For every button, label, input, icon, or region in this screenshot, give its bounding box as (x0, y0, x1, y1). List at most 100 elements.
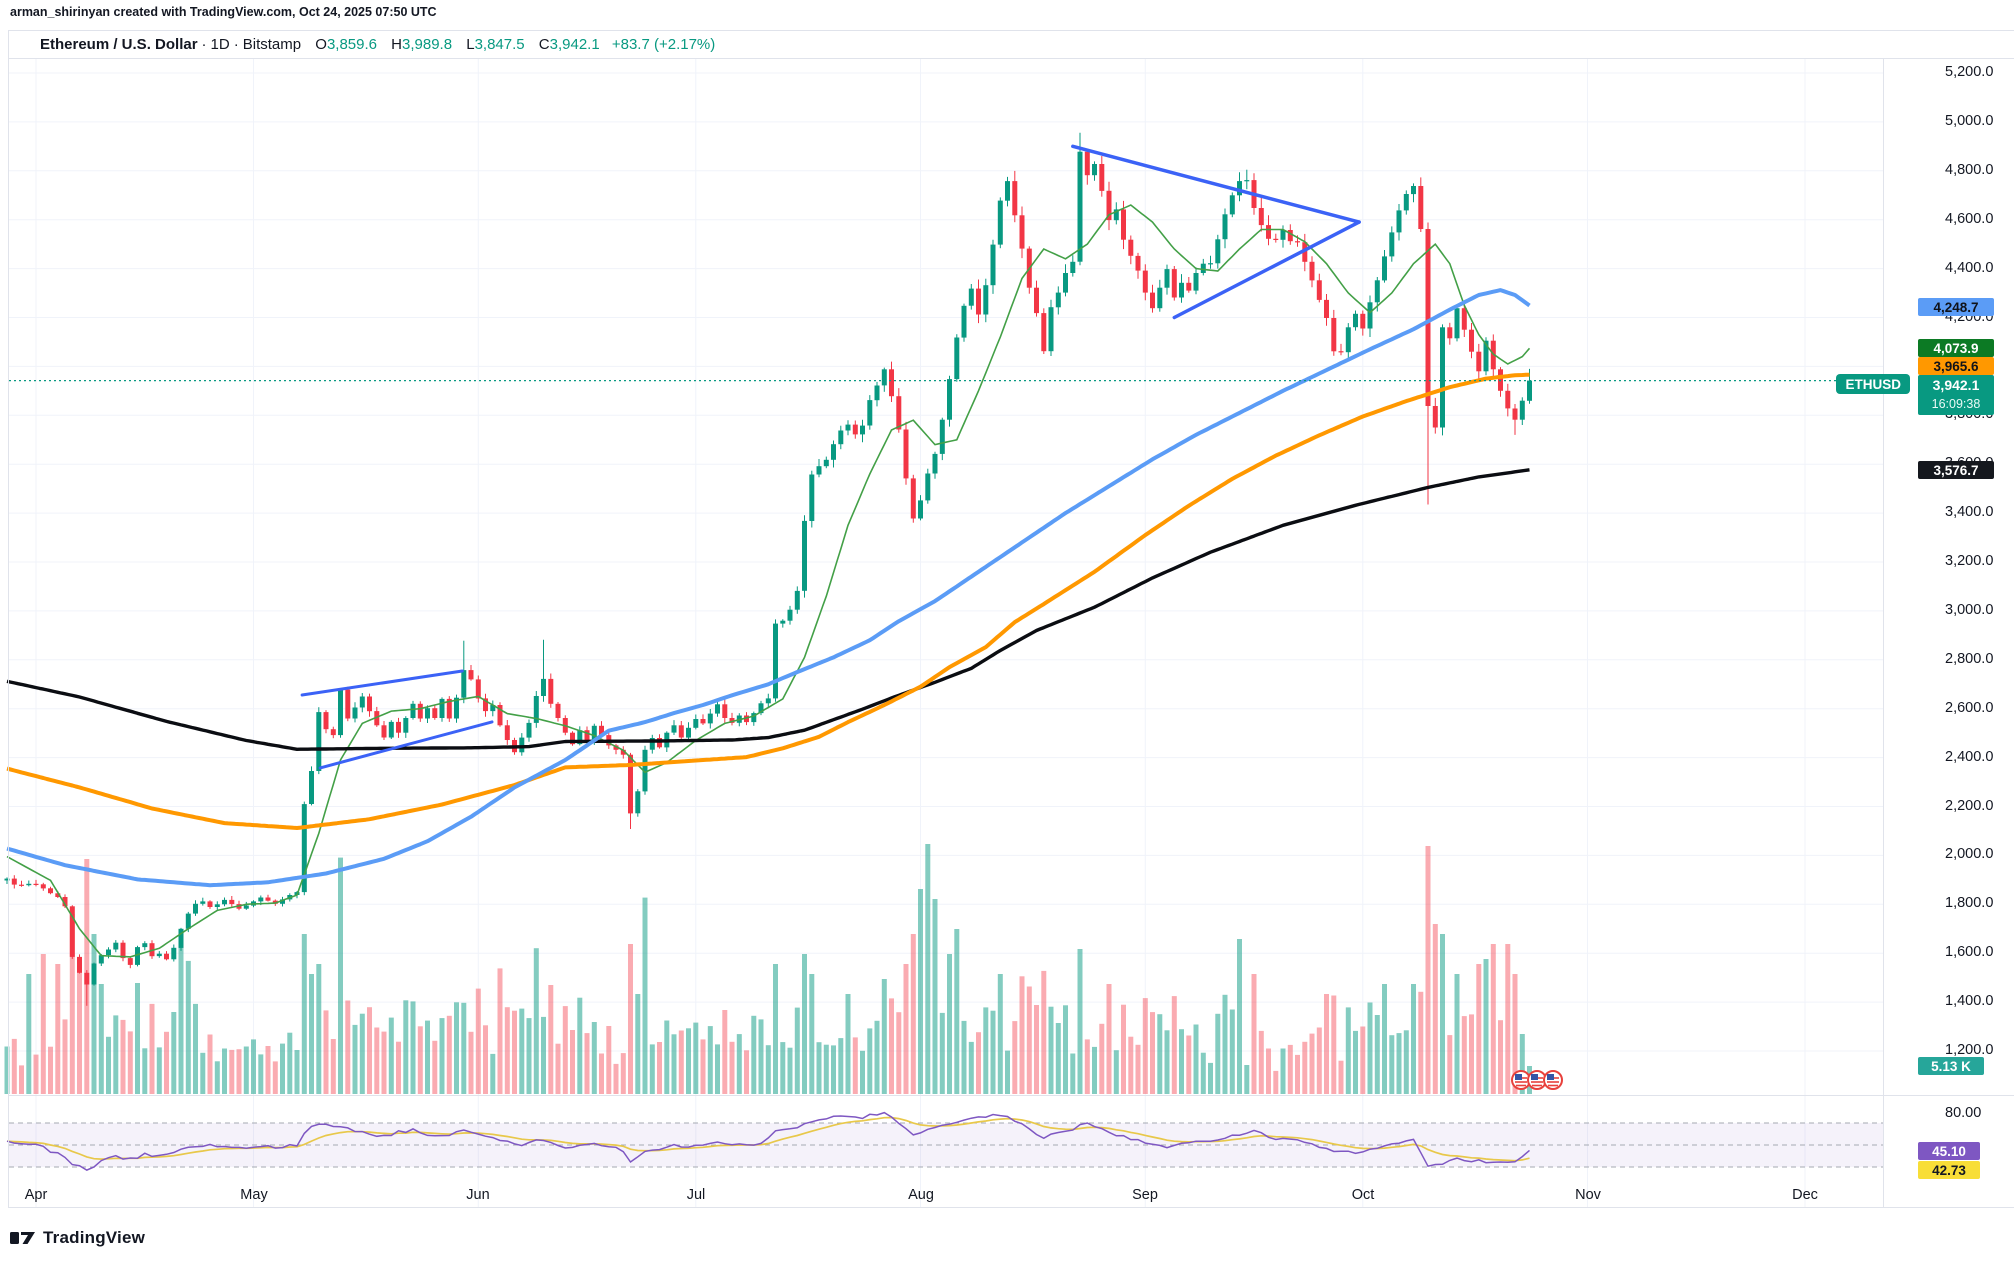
ma-blue-line (6, 288, 1531, 888)
volume-bar (359, 1013, 365, 1094)
candle-body (1425, 229, 1431, 406)
candle-body (751, 713, 757, 723)
volume-bar (628, 944, 633, 1094)
candle-body (932, 453, 938, 474)
price-axis-tick: 2,600.0 (1945, 700, 1994, 716)
volume-bar (591, 1022, 597, 1094)
candle-body (1084, 151, 1090, 176)
volume-bar (1295, 1054, 1300, 1094)
candle-body (207, 901, 213, 907)
time-axis-month-jun: Jun (466, 1187, 490, 1203)
volume-bar (396, 1041, 401, 1094)
volume-bar (693, 1022, 699, 1094)
candle-body (77, 956, 82, 973)
volume-bar (1113, 1050, 1119, 1094)
volume-bar (606, 1026, 612, 1094)
candle-body (548, 678, 554, 704)
candle-body (265, 897, 271, 901)
candle-body (381, 725, 387, 738)
candle-body (852, 424, 858, 435)
price-axis-border[interactable] (1883, 58, 1884, 1207)
volume-bar (490, 1053, 496, 1094)
price-axis-tick: 1,200.0 (1945, 1042, 1994, 1058)
price-axis-tick: 3,200.0 (1945, 553, 1994, 569)
candle-body (490, 705, 496, 712)
volume-bar (1244, 1065, 1250, 1094)
candle-body (671, 725, 677, 733)
pane-separator[interactable] (8, 1095, 2014, 1096)
volume-bar (1258, 1030, 1264, 1094)
volume-bar (947, 954, 952, 1094)
candle-body (729, 718, 735, 723)
us-flag-event-icon[interactable] (1527, 1070, 1547, 1090)
price-axis-tick: 4,800.0 (1945, 162, 1994, 178)
volume-bar (26, 974, 32, 1094)
volume-bar (533, 948, 539, 1094)
volume-bar (1302, 1041, 1308, 1094)
price-axis-tick: 2,800.0 (1945, 651, 1994, 667)
chart-legend[interactable]: Ethereum / U.S. Dollar · 1D · Bitstamp O3,85… (40, 36, 715, 53)
candle-body (403, 718, 409, 733)
volume-bar (1142, 998, 1148, 1094)
volume-bar (301, 934, 307, 1094)
rsi-value-label: 45.10 (1918, 1142, 1980, 1160)
candle-body (802, 520, 807, 591)
volume-bar (294, 1050, 300, 1094)
volume-bar (1048, 1006, 1054, 1094)
candle-body (1316, 280, 1322, 300)
volume-bar (1280, 1048, 1286, 1094)
time-axis-month-jul: Jul (686, 1187, 706, 1203)
volume-bar (454, 1002, 459, 1094)
trendline-channel-lower[interactable] (318, 720, 494, 770)
volume-bar (258, 1054, 264, 1094)
volume-bar (896, 1012, 902, 1094)
candle-body (874, 385, 880, 401)
volume-bar (120, 1019, 126, 1094)
candle-body (707, 713, 713, 724)
candle-body (1193, 273, 1199, 291)
volume-bar (548, 985, 554, 1094)
candle-body (497, 705, 503, 726)
volume-bar (678, 1030, 684, 1094)
candle-body (222, 899, 227, 905)
candle-body (330, 729, 336, 736)
volume-bar (1193, 1024, 1199, 1094)
volume-bar (562, 1006, 568, 1094)
candle-body (1389, 232, 1395, 257)
volume-bar (345, 1000, 351, 1094)
candle-body (997, 200, 1003, 245)
volume-bar (1382, 984, 1387, 1094)
trendline-triangle-upper[interactable] (1071, 144, 1361, 224)
candle-body (860, 425, 865, 435)
candle-body (1150, 292, 1155, 309)
candle-body (367, 696, 372, 712)
us-flag-event-icon[interactable] (1543, 1070, 1563, 1090)
candle-body (1099, 164, 1105, 191)
candle-body (388, 721, 394, 738)
candle-body (831, 444, 836, 460)
volume-bar (1374, 1015, 1380, 1094)
candle-body (968, 288, 974, 306)
volume-bar (461, 1002, 467, 1094)
trendline-triangle-lower[interactable] (1172, 220, 1361, 320)
volume-bar (265, 1046, 271, 1094)
us-flag-event-icon[interactable] (1511, 1070, 1531, 1090)
volume-bar (323, 1010, 329, 1094)
candle-body (106, 949, 111, 956)
candle-body (591, 725, 597, 740)
volume-bar (446, 1015, 452, 1094)
candle-body (947, 379, 952, 420)
volume-bar (968, 1041, 974, 1094)
volume-bar (787, 1047, 793, 1094)
volume-bar (1171, 996, 1177, 1094)
time-axis-month-dec: Dec (1792, 1187, 1818, 1203)
trendline-channel-upper[interactable] (300, 669, 464, 697)
volume-value-label: 5.13 K (1918, 1057, 1984, 1075)
tradingview-logo[interactable]: TradingView (10, 1228, 145, 1248)
price-axis-tick: 2,400.0 (1945, 749, 1994, 765)
volume-bar (48, 1046, 53, 1094)
volume-bar (1200, 1052, 1206, 1094)
